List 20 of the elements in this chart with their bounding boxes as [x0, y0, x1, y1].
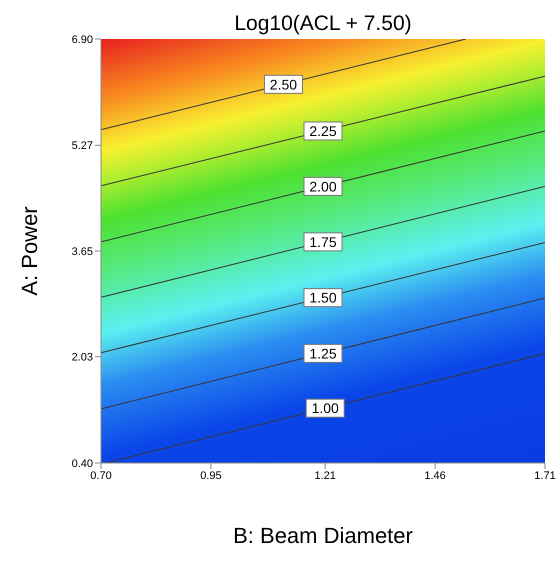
- series-label: 1.25: [309, 345, 337, 362]
- x-tick-label: 0.95: [200, 470, 222, 482]
- y-tick-label: 2.03: [72, 352, 93, 364]
- series-label: 2.50: [270, 76, 298, 92]
- series-label: 1.75: [309, 234, 337, 250]
- y-tick-label: 5.27: [72, 140, 93, 152]
- series-label: 1.00: [312, 400, 340, 416]
- chart-title: Log10(ACL + 7.50): [233, 12, 413, 36]
- series-label: 2.25: [309, 122, 337, 139]
- y-axis-title: A: Power: [16, 206, 42, 296]
- y-tick-label: 6.90: [72, 34, 93, 46]
- x-tick-label: 1.46: [424, 470, 446, 482]
- x-tick-label: 0.70: [90, 470, 112, 482]
- series-label: 1.50: [309, 290, 337, 306]
- x-axis-title: B: Beam Diameter: [233, 523, 413, 548]
- x-tick-label: 1.71: [534, 470, 556, 482]
- y-tick-label: 0.40: [72, 458, 93, 470]
- x-tick-label: 1.21: [314, 470, 336, 482]
- y-tick-label: 3.65: [72, 246, 93, 258]
- series-label: 2.00: [309, 178, 337, 194]
